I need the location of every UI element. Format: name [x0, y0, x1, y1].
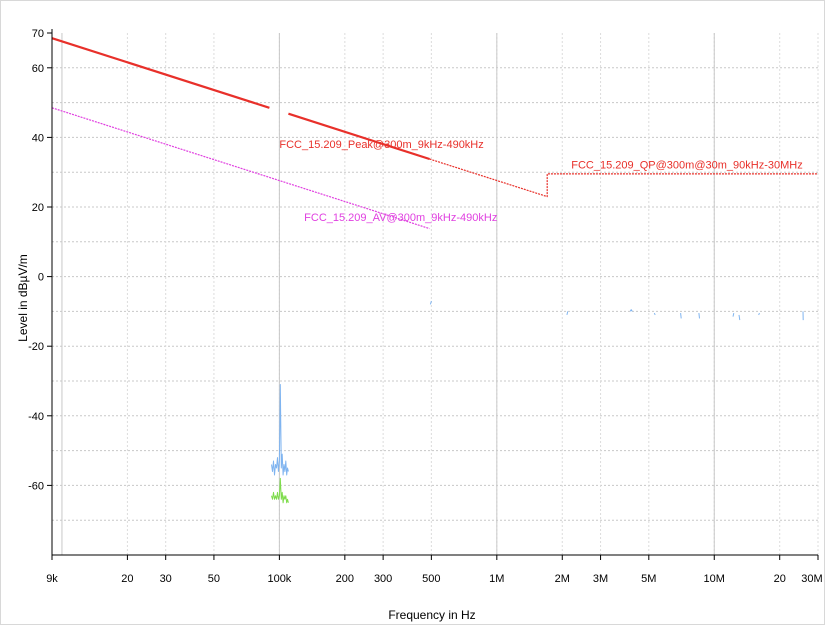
y-tick-label: 40 [32, 132, 44, 144]
y-tick-label: 20 [32, 202, 44, 214]
x-tick-label: 5M [641, 573, 656, 585]
series-line [566, 311, 569, 316]
series-line [653, 312, 656, 316]
series-line [271, 477, 289, 504]
series-line [629, 309, 633, 312]
y-tick-label: 60 [32, 63, 44, 75]
grid [51, 33, 819, 555]
y-tick-label: -20 [28, 341, 44, 353]
x-tick-label: 30M [801, 573, 822, 585]
series-line [732, 312, 735, 317]
x-tick-label: 500 [422, 573, 440, 585]
series-line [698, 313, 700, 319]
x-tick-label: 10M [704, 573, 725, 585]
x-tick-label: 200 [336, 573, 354, 585]
y-axis-title: Level in dBµV/m [16, 254, 30, 342]
x-tick-label: 3M [593, 573, 608, 585]
series-line [51, 37, 270, 109]
y-tick-label: 0 [38, 272, 44, 284]
series-layer [51, 37, 818, 504]
x-tick-label: 2M [555, 573, 570, 585]
series-line [271, 384, 289, 476]
x-tick-label: 20 [121, 573, 133, 585]
series-line [680, 313, 682, 319]
series-line [758, 312, 760, 316]
y-tick-label: 70 [32, 28, 44, 40]
series-line [429, 158, 818, 198]
limit-line-label: FCC_15.209_QP@300m@30m_90kHz-30MHz [571, 160, 802, 172]
series-line [288, 112, 430, 161]
x-tick-label: 1M [489, 573, 504, 585]
series-line [429, 300, 432, 305]
series-line [738, 314, 741, 321]
x-tick-label: 9k [46, 573, 58, 585]
x-tick-label: 20 [774, 573, 786, 585]
x-axis-title: Frequency in Hz [388, 608, 475, 622]
x-tick-label: 30 [160, 573, 172, 585]
series-line [51, 107, 430, 230]
y-tick-label: -60 [28, 480, 44, 492]
annotation-layer: FCC_15.209_Peak@300m_9kHz-490kHz FCC_15.2… [279, 139, 802, 224]
x-tick-label: 50 [208, 573, 220, 585]
x-tick-label: 300 [374, 573, 392, 585]
x-tick-label: 100k [267, 573, 291, 585]
y-tick-label: -40 [28, 411, 44, 423]
limit-line-label: FCC_15.209_Peak@300m_9kHz-490kHz [279, 139, 483, 151]
limit-line-label: FCC_15.209_AV@300m_9kHz-490kHz [304, 212, 497, 224]
